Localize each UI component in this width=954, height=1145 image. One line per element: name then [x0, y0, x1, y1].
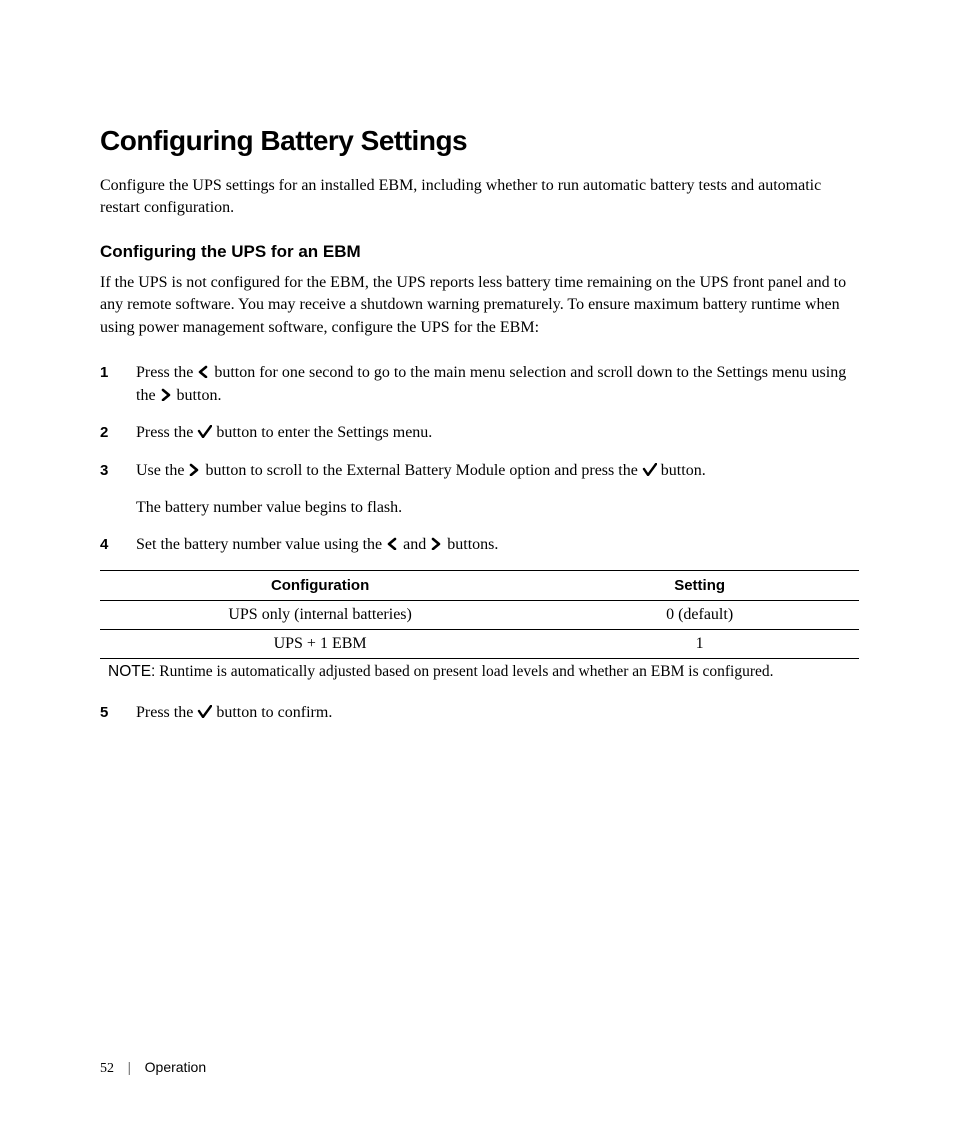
step-text: Use the: [136, 462, 188, 479]
step-text: button to enter the Settings menu.: [212, 424, 432, 441]
page-number: 52: [100, 1061, 114, 1076]
step-item: 1 Press the button for one second to go …: [100, 361, 859, 407]
step-item: 5 Press the button to confirm.: [100, 701, 859, 724]
table-header-row: Configuration Setting: [100, 571, 859, 601]
step-item: 3 Use the button to scroll to the Extern…: [100, 459, 859, 519]
check-icon: [197, 705, 212, 718]
right-arrow-icon: [188, 463, 201, 476]
note-text: Runtime is automatically adjusted based …: [155, 663, 773, 680]
note: NOTE: Runtime is automatically adjusted …: [100, 663, 859, 681]
step-number: 1: [100, 362, 108, 384]
step-number: 4: [100, 534, 108, 556]
check-icon: [642, 463, 657, 476]
table-header: Configuration: [100, 571, 540, 601]
intro-paragraph: Configure the UPS settings for an instal…: [100, 175, 859, 220]
step-text: buttons.: [443, 536, 498, 553]
left-arrow-icon: [197, 365, 210, 378]
footer-section: Operation: [145, 1059, 206, 1075]
step-text: Press the: [136, 704, 197, 721]
table-row: UPS only (internal batteries) 0 (default…: [100, 601, 859, 630]
step-subtext: The battery number value begins to flash…: [136, 496, 859, 519]
table-cell: 0 (default): [540, 601, 859, 630]
config-table: Configuration Setting UPS only (internal…: [100, 570, 859, 659]
step-number: 5: [100, 702, 108, 724]
section-heading: Configuring the UPS for an EBM: [100, 242, 859, 262]
right-arrow-icon: [160, 388, 173, 401]
step-number: 2: [100, 422, 108, 444]
check-icon: [197, 425, 212, 438]
section-paragraph: If the UPS is not configured for the EBM…: [100, 272, 859, 339]
step-text: button for one second to go to the main …: [136, 364, 846, 404]
footer-separator: |: [128, 1059, 132, 1075]
step-text: Set the battery number value using the: [136, 536, 386, 553]
step-text: button to confirm.: [212, 704, 332, 721]
steps-list: 1 Press the button for one second to go …: [100, 361, 859, 556]
page-footer: 52 | Operation: [100, 1059, 206, 1077]
table-cell: UPS + 1 EBM: [100, 630, 540, 659]
table-header: Setting: [540, 571, 859, 601]
table-cell: 1: [540, 630, 859, 659]
steps-list-continued: 5 Press the button to confirm.: [100, 701, 859, 724]
table-row: UPS + 1 EBM 1: [100, 630, 859, 659]
step-text: button.: [657, 462, 706, 479]
page-title: Configuring Battery Settings: [100, 125, 859, 157]
step-number: 3: [100, 460, 108, 482]
step-item: 4 Set the battery number value using the…: [100, 533, 859, 556]
table-cell: UPS only (internal batteries): [100, 601, 540, 630]
step-text: and: [399, 536, 430, 553]
step-item: 2 Press the button to enter the Settings…: [100, 421, 859, 444]
left-arrow-icon: [386, 537, 399, 550]
note-label: NOTE:: [108, 663, 155, 680]
step-text: Press the: [136, 424, 197, 441]
right-arrow-icon: [430, 537, 443, 550]
step-text: button.: [173, 387, 222, 404]
step-text: Press the: [136, 364, 197, 381]
step-text: button to scroll to the External Battery…: [201, 462, 641, 479]
